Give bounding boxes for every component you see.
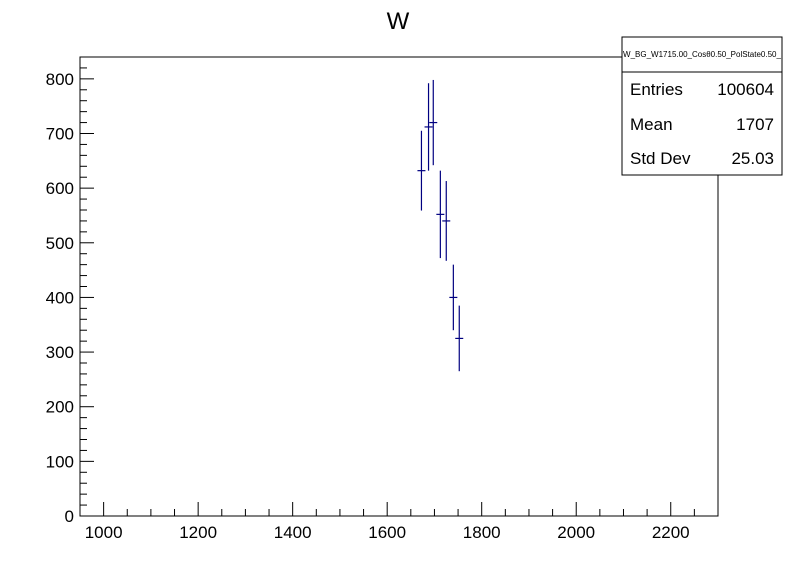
data-point [429, 79, 438, 166]
data-point [436, 170, 445, 259]
y-tick-label: 500 [46, 234, 74, 253]
data-point [449, 264, 458, 331]
x-axis: 1000 1200 1400 1600 1800 2000 2200 [79, 502, 719, 542]
stats-box-name: W_BG_W1715.00_Cosθ0.50_PolState0.50_ [623, 50, 781, 59]
y-tick-label: 700 [46, 125, 74, 144]
x-tick-label: 2200 [652, 523, 690, 542]
stats-entries-value: 100604 [717, 80, 774, 99]
data-points [417, 79, 464, 372]
stats-mean-label: Mean [630, 115, 673, 134]
stats-box-frame [621, 36, 783, 176]
stats-stddev-value: 25.03 [731, 149, 774, 168]
data-point [417, 130, 426, 211]
data-point [442, 181, 451, 261]
x-tick-label: 2000 [557, 523, 595, 542]
x-tick-label: 1200 [179, 523, 217, 542]
stats-entries-label: Entries [630, 80, 683, 99]
y-tick-label: 300 [46, 343, 74, 362]
y-tick-label: 200 [46, 398, 74, 417]
stats-mean-value: 1707 [736, 115, 774, 134]
y-axis: 0 100 200 300 400 500 600 700 800 [46, 56, 94, 526]
data-point [424, 83, 433, 171]
stats-stddev-label: Std Dev [630, 149, 691, 168]
x-tick-label: 1800 [463, 523, 501, 542]
y-tick-label: 800 [46, 70, 74, 89]
stats-box: W_BG_W1715.00_Cosθ0.50_PolState0.50_ Ent… [621, 36, 783, 176]
y-tick-label: 0 [65, 507, 74, 526]
y-tick-label: 400 [46, 288, 74, 307]
data-point [455, 305, 464, 372]
y-tick-label: 600 [46, 179, 74, 198]
x-tick-label: 1000 [85, 523, 123, 542]
y-tick-label: 100 [46, 452, 74, 471]
x-tick-label: 1400 [274, 523, 312, 542]
x-tick-label: 1600 [368, 523, 406, 542]
chart-title: W [387, 8, 410, 35]
